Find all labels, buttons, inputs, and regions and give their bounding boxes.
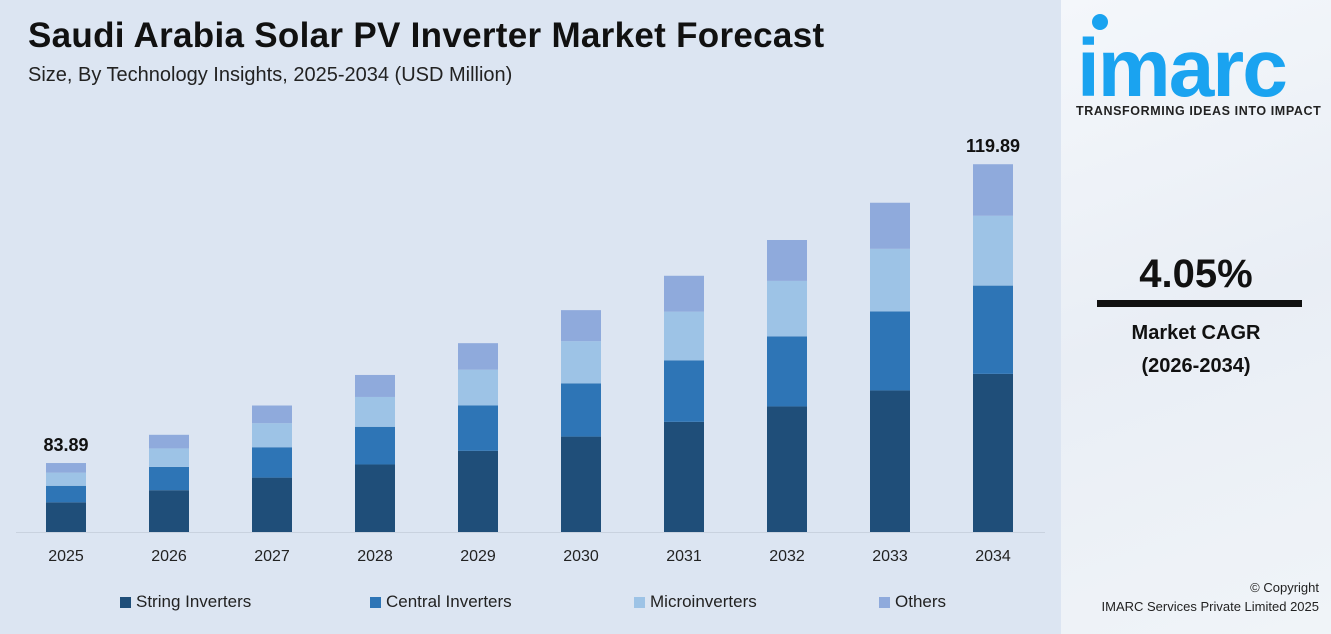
bar-segment-string-inverters-2025	[46, 502, 86, 532]
bar-segment-microinverters-2027	[252, 423, 292, 448]
legend-swatch	[634, 596, 645, 608]
x-tick-label: 2028	[357, 548, 393, 565]
tagline: TRANSFORMING IDEAS INTO IMPACT	[1076, 104, 1322, 118]
svg-text:imarc: imarc	[1077, 23, 1286, 100]
bar-segment-string-inverters-2032	[767, 406, 807, 532]
bar-segment-microinverters-2030	[561, 341, 601, 384]
stacked-bar-chart: 2025 83.89 2026 2027 2028 2029 2030 2031 2032 203…	[16, 136, 1045, 565]
legend-label: Central Inverters	[386, 592, 512, 611]
bar-segment-microinverters-2033	[870, 248, 910, 312]
bar-segment-string-inverters-2027	[252, 477, 292, 532]
divider	[1097, 300, 1302, 307]
bar-segment-microinverters-2034	[973, 215, 1013, 286]
bar-segment-central-inverters-2034	[973, 285, 1013, 374]
x-tick-label: 2026	[151, 548, 187, 565]
bar-segment-central-inverters-2033	[870, 311, 910, 391]
x-tick-label: 2025	[48, 548, 84, 565]
bar-segment-others-2033	[870, 202, 910, 249]
bar-segment-others-2028	[355, 374, 395, 397]
bar-segment-string-inverters-2028	[355, 464, 395, 532]
x-tick-label: 2031	[666, 548, 702, 565]
bar-segment-central-inverters-2028	[355, 426, 395, 465]
x-tick-label: 2030	[563, 548, 599, 565]
legend-item: Central Inverters	[370, 592, 512, 612]
side-panel: imarc TRANSFORMING IDEAS INTO IMPACT 4.0…	[1061, 0, 1331, 634]
bar-segment-others-2027	[252, 405, 292, 424]
copyright: © Copyright	[1250, 580, 1319, 595]
bar-segment-others-2034	[973, 164, 1013, 216]
bar-segment-central-inverters-2026	[149, 466, 189, 491]
bar-segment-microinverters-2029	[458, 369, 498, 406]
legend-label: Microinverters	[650, 592, 757, 611]
legend-label: Others	[895, 592, 947, 611]
cagr-period: (2026-2034)	[1141, 355, 1251, 377]
bar-segment-microinverters-2031	[664, 311, 704, 361]
legend-item: String Inverters	[120, 592, 251, 612]
imarc-logo: imarc	[1077, 14, 1288, 100]
x-tick-label: 2032	[769, 548, 805, 565]
legend-item: Microinverters	[634, 592, 757, 612]
company-name: IMARC Services Private Limited 2025	[1101, 599, 1319, 614]
bar-segment-microinverters-2025	[46, 472, 86, 486]
bar-segment-string-inverters-2029	[458, 450, 498, 532]
bar-segment-microinverters-2026	[149, 448, 189, 467]
bar-segment-central-inverters-2032	[767, 336, 807, 407]
bar-segment-microinverters-2032	[767, 280, 807, 337]
cagr-value: 4.05%	[1139, 252, 1253, 296]
legend-swatch	[879, 596, 890, 608]
data-label: 83.89	[43, 435, 88, 455]
data-label: 119.89	[966, 136, 1020, 156]
x-tick-label: 2034	[975, 548, 1011, 565]
bar-segment-string-inverters-2033	[870, 390, 910, 532]
bar-segment-others-2030	[561, 310, 601, 342]
chart-subtitle: Size, By Technology Insights, 2025-2034 …	[28, 64, 513, 86]
x-tick-label: 2033	[872, 548, 908, 565]
legend-item: Others	[879, 592, 946, 612]
legend-label: String Inverters	[136, 592, 252, 611]
bar-segment-string-inverters-2026	[149, 490, 189, 532]
bar-segment-central-inverters-2030	[561, 383, 601, 437]
bar-segment-others-2032	[767, 240, 807, 281]
cagr-label: Market CAGR	[1131, 322, 1261, 344]
legend-swatch	[370, 596, 381, 608]
chart-title: Saudi Arabia Solar PV Inverter Market Fo…	[28, 16, 825, 55]
bar-segment-string-inverters-2030	[561, 436, 601, 532]
bar-segment-string-inverters-2031	[664, 421, 704, 532]
bar-segment-others-2031	[664, 275, 704, 312]
bar-segment-central-inverters-2025	[46, 485, 86, 503]
x-tick-label: 2029	[460, 548, 496, 565]
bar-segment-microinverters-2028	[355, 396, 395, 427]
x-tick-label: 2027	[254, 548, 290, 565]
bar-segment-string-inverters-2034	[973, 373, 1013, 532]
bar-segment-others-2026	[149, 434, 189, 449]
bar-segment-central-inverters-2029	[458, 405, 498, 451]
bar-segment-others-2029	[458, 343, 498, 370]
legend-swatch	[120, 596, 131, 608]
bar-segment-central-inverters-2031	[664, 360, 704, 422]
bar-segment-others-2025	[46, 463, 86, 473]
bar-segment-central-inverters-2027	[252, 447, 292, 478]
